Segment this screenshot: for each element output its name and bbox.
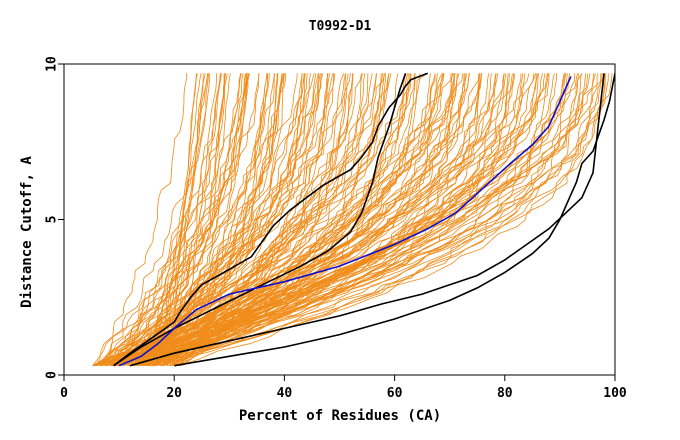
- background-series-line: [107, 73, 221, 366]
- background-series-line: [96, 73, 322, 366]
- x-tick-label: 100: [603, 386, 627, 401]
- axis-ticks: 0 20 40 60 80 100 0 5 10: [45, 56, 627, 401]
- background-series-line: [136, 73, 596, 367]
- background-series-line: [109, 73, 578, 367]
- background-series-line: [157, 73, 305, 366]
- background-series-line: [92, 73, 452, 367]
- highlight-series-line-1: [113, 72, 428, 367]
- background-series-line: [136, 73, 222, 366]
- background-series-line: [99, 73, 346, 367]
- x-axis-label: Percent of Residues (CA): [239, 408, 441, 424]
- background-series-line: [130, 73, 248, 366]
- background-series-line: [138, 73, 436, 366]
- background-series-line: [131, 73, 303, 366]
- background-series-line: [153, 73, 598, 367]
- background-series-line: [161, 73, 362, 367]
- background-series-line: [92, 73, 246, 367]
- background-series-line: [96, 73, 319, 366]
- background-series-line: [130, 73, 320, 366]
- x-tick-label: 20: [166, 386, 182, 401]
- background-series-line: [93, 73, 480, 367]
- background-series-line: [96, 73, 537, 367]
- background-series-line: [142, 73, 543, 367]
- background-series-line: [159, 73, 549, 367]
- background-series-line: [94, 73, 497, 367]
- background-series-line: [139, 73, 589, 367]
- x-tick-label: 40: [277, 386, 293, 401]
- background-series-line: [156, 73, 411, 367]
- background-series-line: [92, 73, 242, 366]
- background-series-line: [166, 73, 421, 366]
- x-tick-label: 60: [387, 386, 403, 401]
- background-series-line: [174, 73, 576, 367]
- background-series-line: [124, 73, 324, 366]
- background-series-line: [99, 73, 260, 367]
- y-axis-label: Distance Cutoff, A: [19, 156, 35, 308]
- background-series-line: [127, 73, 613, 367]
- background-series-line: [95, 73, 187, 366]
- background-series-line: [145, 73, 369, 366]
- background-series-line: [113, 73, 453, 367]
- y-tick-label: 5: [45, 216, 60, 224]
- y-tick-label: 0: [45, 371, 60, 379]
- background-series-line: [110, 73, 241, 366]
- background-series-line: [98, 73, 211, 366]
- background-series-line: [107, 73, 275, 367]
- highlight-series-line-5: [174, 73, 615, 367]
- background-series-line: [110, 73, 603, 367]
- background-series-line: [145, 73, 278, 366]
- x-tick-label: 0: [60, 386, 68, 401]
- background-series-line: [117, 73, 505, 367]
- background-series-line: [115, 73, 390, 367]
- background-series-line: [159, 73, 197, 366]
- background-series-line: [104, 73, 609, 367]
- background-series-line: [148, 73, 607, 367]
- background-series-line: [94, 73, 606, 367]
- plot-area: [92, 72, 615, 367]
- background-series-line: [167, 73, 555, 367]
- x-tick-label: 80: [497, 386, 513, 401]
- background-series-line: [112, 73, 226, 366]
- background-series-line: [129, 73, 244, 366]
- background-series-line: [99, 73, 226, 366]
- background-series-line: [116, 73, 286, 367]
- background-series-line: [111, 73, 298, 366]
- background-series-line: [156, 73, 209, 366]
- background-series-line: [156, 73, 384, 367]
- highlight-series-line-3: [118, 76, 572, 367]
- background-series-line: [180, 73, 385, 367]
- highlight-series-line-4: [129, 73, 605, 367]
- background-series-line: [152, 73, 498, 367]
- background-series-line: [114, 73, 595, 367]
- y-tick-label: 10: [45, 56, 60, 72]
- background-series-line: [96, 73, 445, 367]
- chart-title: T0992-D1: [309, 19, 372, 34]
- background-series-line: [139, 73, 268, 366]
- highlight-series-line-2: [113, 73, 407, 367]
- background-series-line: [112, 73, 349, 367]
